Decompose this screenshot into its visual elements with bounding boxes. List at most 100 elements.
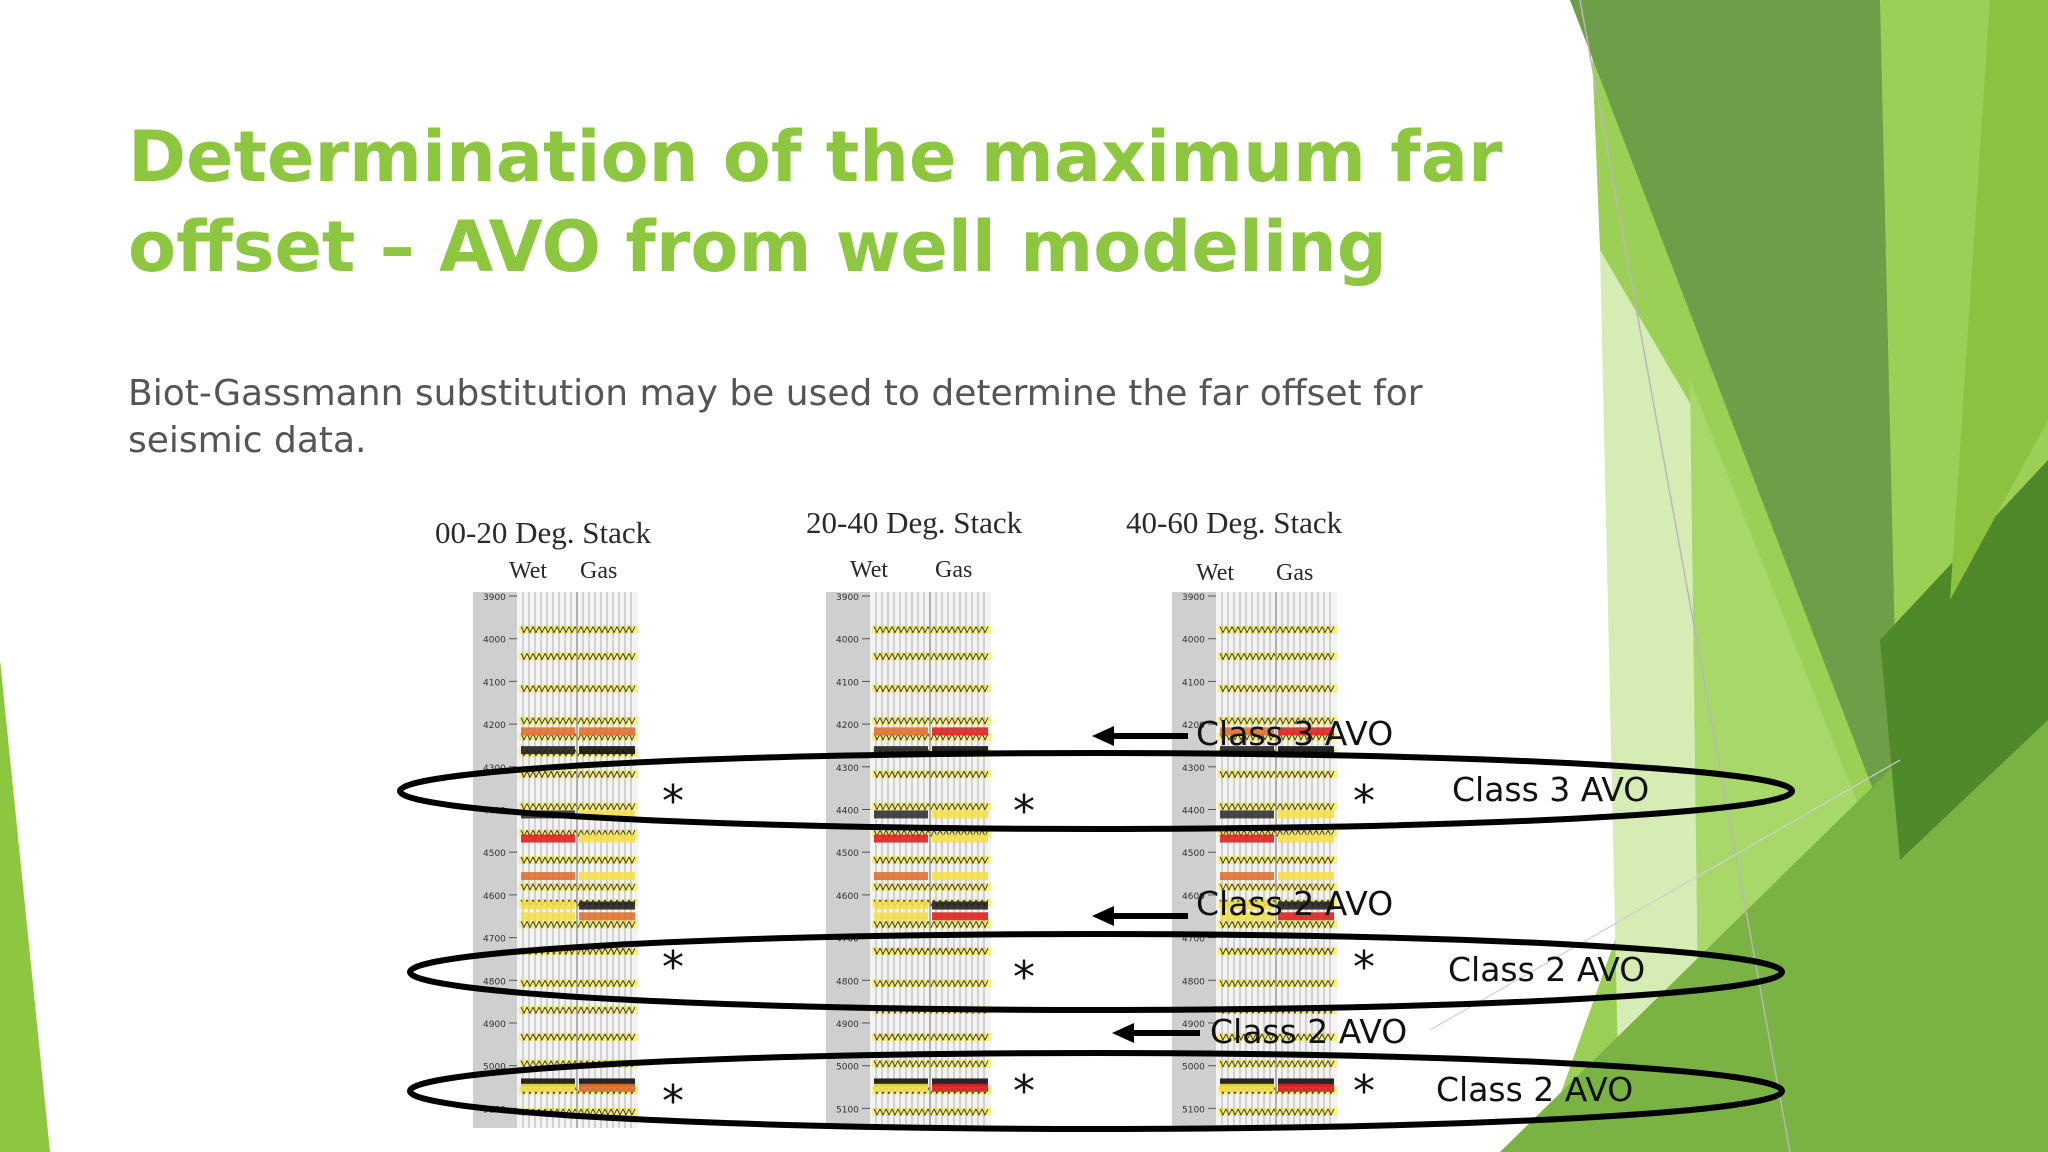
depth-axis-strip: [473, 592, 517, 1128]
reflector-band: [872, 920, 991, 929]
depth-tick-label: 4300: [836, 764, 859, 774]
depth-tick-label: 4000: [1182, 636, 1205, 646]
right-deep-green: [1880, 460, 2048, 860]
wet-reflection: [521, 834, 575, 843]
seismic-panel-0-20: 3900 4000 4100 4200 4300 4400 4500 4600 4700 4800…: [473, 592, 638, 1128]
gas-label-stack3: Gas: [1276, 560, 1314, 586]
depth-tick-label: 4900: [483, 1020, 506, 1030]
wet-reflection: [874, 810, 928, 819]
reflector-band: [1218, 652, 1337, 661]
depth-tick-label: 4400: [483, 807, 506, 817]
stack-title-40-60: 40-60 Deg. Stack: [1126, 505, 1343, 540]
wiggle-marks: [873, 653, 989, 661]
wet-reflection: [521, 912, 575, 921]
gas-reflection: [932, 912, 988, 921]
wiggle-marks: [873, 856, 989, 865]
depth-tick-label: 5000: [483, 1063, 506, 1073]
wiggle-marks: [520, 856, 636, 865]
depth-tick-label: 4200: [1182, 721, 1205, 731]
reflector-band: [519, 652, 638, 661]
wiggle-marks: [520, 653, 636, 661]
gas-reflection: [1278, 727, 1334, 736]
reflector-band: [519, 684, 638, 693]
wet-reflection: [521, 1083, 575, 1092]
wet-reflection: [874, 872, 928, 881]
reflector-band: [1218, 684, 1337, 693]
wiggle-marks: [1219, 685, 1335, 693]
reflector-band: [519, 625, 638, 634]
reflector-band: [1218, 882, 1337, 891]
stack-title-20-40: 20-40 Deg. Stack: [806, 505, 1023, 540]
depth-tick-label: 5000: [1182, 1063, 1205, 1073]
label-class2-lower-ellipse: Class 2 AVO: [1436, 1070, 1634, 1109]
label-class2-upper-arrow: Class 2 AVO: [1196, 884, 1394, 923]
label-class2-lower-arrow: Class 2 AVO: [1210, 1012, 1408, 1051]
wet-reflection: [521, 746, 575, 755]
wiggle-marks: [520, 626, 636, 634]
stack-title-0-20: 00-20 Deg. Stack: [435, 515, 652, 550]
wiggle-marks: [873, 717, 989, 725]
gas-reflection: [932, 834, 988, 843]
depth-tick-label: 4600: [1182, 892, 1205, 902]
gas-label-stack2: Gas: [935, 557, 973, 583]
wiggle-marks: [1219, 1006, 1335, 1015]
wiggle-marks: [520, 1033, 636, 1041]
depth-tick-label: 4100: [836, 678, 859, 688]
wiggle-marks: [873, 1006, 989, 1015]
wiggle-marks: [520, 883, 636, 891]
star-marker: *: [662, 1076, 684, 1127]
wiggle-marks: [520, 1006, 636, 1015]
depth-tick-label: 4500: [1182, 849, 1205, 859]
right-yellowgreen-edge: [1950, 0, 2048, 600]
reflector-band: [872, 732, 991, 741]
gas-reflection: [1278, 912, 1334, 921]
gas-reflection: [579, 727, 635, 736]
gas-reflection: [932, 746, 988, 755]
gas-reflection: [579, 901, 635, 910]
reflector-band: [872, 856, 991, 864]
gas-reflection: [1278, 1083, 1334, 1092]
depth-tick-label: 4400: [836, 807, 859, 817]
star-marker: *: [1013, 1066, 1035, 1117]
gas-reflection: [1278, 872, 1334, 881]
reflector-band: [872, 652, 991, 661]
star-marker: *: [1013, 952, 1035, 1003]
reflector-band: [872, 716, 991, 725]
seismic-panel-20-40: 3900 4000 4100 4200 4300 4400 4500 4600 4700 4800…: [826, 592, 991, 1128]
depth-tick-label: 4800: [1182, 977, 1205, 987]
gas-reflection: [579, 1083, 635, 1092]
reflector-band: [1218, 716, 1337, 725]
wiggle-marks: [873, 626, 989, 634]
wiggle-marks: [1219, 717, 1335, 725]
reflector-band: [1218, 920, 1337, 929]
star-marker: *: [1013, 786, 1035, 837]
wiggle-marks: [1219, 626, 1335, 634]
depth-tick-label: 4600: [483, 892, 506, 902]
wiggle-marks: [1219, 1033, 1335, 1041]
wet-reflection: [1220, 834, 1274, 843]
star-marker: *: [1353, 1066, 1375, 1117]
wiggle-marks: [1219, 653, 1335, 661]
wet-reflection: [521, 727, 575, 736]
reflector-band: [519, 898, 638, 907]
wet-reflection: [1220, 810, 1274, 819]
depth-tick-label: 4900: [1182, 1020, 1205, 1030]
depth-tick-label: 4600: [836, 892, 859, 902]
gas-reflection: [579, 834, 635, 843]
wiggle-marks: [873, 733, 989, 741]
reflector-band: [1218, 1032, 1337, 1041]
depth-tick-label: 4100: [1182, 678, 1205, 688]
wet-reflection: [874, 901, 928, 910]
wet-reflection: [1220, 912, 1274, 921]
reflector-band: [1218, 732, 1337, 741]
wiggle-marks: [520, 685, 636, 693]
gas-reflection: [1278, 834, 1334, 843]
depth-tick-label: 4700: [1182, 935, 1205, 945]
reflector-band: [872, 1032, 991, 1041]
wet-reflection: [874, 834, 928, 843]
wet-reflection: [521, 901, 575, 910]
gas-label-stack1: Gas: [580, 558, 618, 584]
wiggle-marks: [520, 717, 636, 725]
gas-reflection: [932, 810, 988, 819]
